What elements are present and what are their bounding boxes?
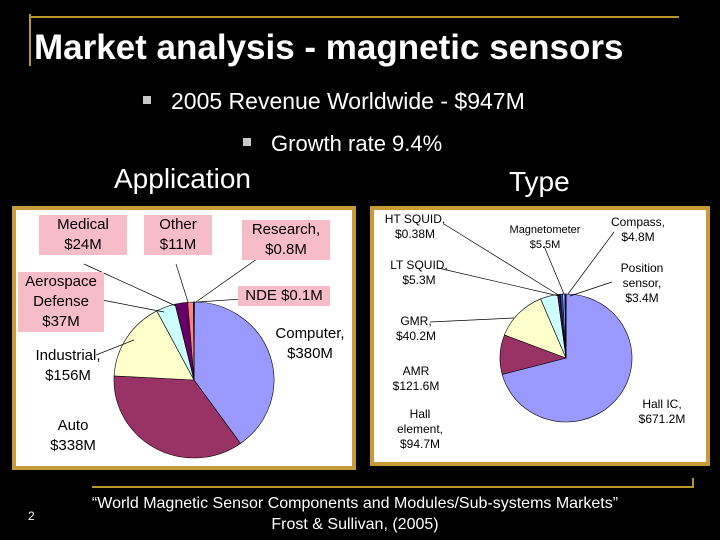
footer-divider-tick <box>692 478 694 488</box>
label-hall-ic: Hall IC, $671.2M <box>626 397 698 427</box>
label-other: Other $11M <box>144 215 212 255</box>
type-chart-panel: HT SQUID, $0.38M Magnetometer $5.5M Comp… <box>370 206 710 466</box>
bullet-growth: Growth rate 9.4% <box>243 131 442 157</box>
label-hall-element-line2: element, <box>396 422 444 436</box>
label-auto-line1: Auto <box>57 417 89 434</box>
label-hall-ic-line1: Hall IC, <box>642 397 682 411</box>
section-application: Application <box>114 163 251 194</box>
label-position-sensor: Position sensor, $3.4M <box>612 261 672 306</box>
label-industrial-line2: $156M <box>45 367 91 384</box>
label-lt-squid-line1: LT SQUID, <box>390 258 448 272</box>
label-magnetometer-line1: Magnetometer <box>509 224 581 236</box>
label-medical: Medical $24M <box>39 215 127 255</box>
app-leader-line-1 <box>175 263 189 303</box>
label-compass-line2: $4.8M <box>621 230 655 244</box>
footer-divider <box>92 486 694 488</box>
bullet-revenue: 2005 Revenue Worldwide - $947M <box>143 88 525 115</box>
app-leader-line-2 <box>195 253 265 303</box>
app-slice-0 <box>193 301 275 444</box>
app-leader-line-5 <box>95 339 135 356</box>
type-leader-line-0 <box>443 223 561 297</box>
label-medical-line1: Medical <box>57 216 109 233</box>
label-gmr: GMR, $40.2M <box>386 314 446 344</box>
label-hall-ic-line2: $671.2M <box>638 412 686 426</box>
bullet-square-icon <box>243 138 251 147</box>
label-other-line2: $11M <box>159 236 197 253</box>
label-research-line1: Research, <box>251 221 321 238</box>
label-industrial: Industrial, $156M <box>28 346 108 386</box>
page-number: 2 <box>28 509 35 523</box>
type-leader-line-4 <box>569 281 613 297</box>
label-industrial-line1: Industrial, <box>35 347 101 364</box>
label-research-line2: $0.8M <box>265 241 307 258</box>
label-gmr-line2: $40.2M <box>395 329 437 343</box>
app-leader-line-3 <box>101 299 165 313</box>
label-aerospace-line2: Defense <box>33 293 89 310</box>
type-leader-line-5 <box>429 317 515 323</box>
app-slice-2 <box>113 310 195 381</box>
title-frame-horizontal <box>29 16 679 18</box>
label-position-line2: sensor, <box>622 276 662 290</box>
bullet-revenue-text: 2005 Revenue Worldwide - $947M <box>171 88 525 114</box>
type-pie-chart <box>429 223 633 423</box>
label-ht-squid-line2: $0.38M <box>394 227 436 241</box>
label-compass-line1: Compass, <box>610 215 666 229</box>
label-computer-line2: $380M <box>287 345 333 362</box>
label-lt-squid: LT SQUID, $5.3M <box>384 258 454 288</box>
label-medical-line2: $24M <box>64 236 102 253</box>
label-magnetometer-line2: $5.5M <box>529 239 561 251</box>
label-nde: NDE $0.1M <box>238 286 330 306</box>
label-aerospace-line3: $37M <box>42 313 80 330</box>
bullet-growth-text: Growth rate 9.4% <box>271 131 443 156</box>
label-hall-element-line1: Hall <box>409 407 431 421</box>
label-computer: Computer, $380M <box>268 324 352 364</box>
label-position-line3: $3.4M <box>625 291 659 305</box>
label-aerospace: Aerospace Defense $37M <box>18 272 104 332</box>
title-frame-vertical <box>29 14 31 66</box>
label-aerospace-line1: Aerospace <box>25 273 97 290</box>
type-leader-line-2 <box>567 231 615 295</box>
citation: “World Magnetic Sensor Components and Mo… <box>40 493 670 535</box>
label-auto: Auto $338M <box>38 416 108 456</box>
label-research: Research, $0.8M <box>242 220 330 260</box>
label-compass: Compass, $4.8M <box>602 215 674 245</box>
label-gmr-line1: GMR, <box>400 314 432 328</box>
type-slice-8 <box>564 293 567 359</box>
type-slice-0 <box>501 293 633 423</box>
label-position-line1: Position <box>620 261 664 275</box>
label-ht-squid: HT SQUID, $0.38M <box>378 212 452 242</box>
type-leader-line-1 <box>543 245 565 295</box>
bullet-square-icon <box>143 95 151 104</box>
type-leader-line-3 <box>437 267 560 297</box>
application-pie-chart <box>83 253 275 459</box>
label-computer-line1: Computer, <box>275 325 345 342</box>
label-hall-element: Hall element, $94.7M <box>386 407 454 452</box>
label-lt-squid-line2: $5.3M <box>402 273 436 287</box>
label-magnetometer: Magnetometer $5.5M <box>502 223 588 253</box>
citation-line1: “World Magnetic Sensor Components and Mo… <box>91 495 619 512</box>
label-amr-line2: $121.6M <box>392 379 440 393</box>
label-hall-element-line3: $94.7M <box>399 437 441 451</box>
citation-line2: Frost & Sullivan, (2005) <box>271 516 439 533</box>
label-other-line1: Other <box>159 216 197 233</box>
label-amr-line1: AMR <box>402 364 430 378</box>
slide-title: Market analysis - magnetic sensors <box>34 28 624 67</box>
label-amr: AMR $121.6M <box>386 364 446 394</box>
section-type: Type <box>509 166 570 197</box>
label-auto-line2: $338M <box>50 437 96 454</box>
label-ht-squid-line1: HT SQUID, <box>384 212 446 226</box>
application-chart-panel: Medical $24M Other $11M Research, $0.8M … <box>12 206 356 470</box>
app-leader-line-0 <box>83 263 177 307</box>
app-slice-1 <box>113 375 241 459</box>
